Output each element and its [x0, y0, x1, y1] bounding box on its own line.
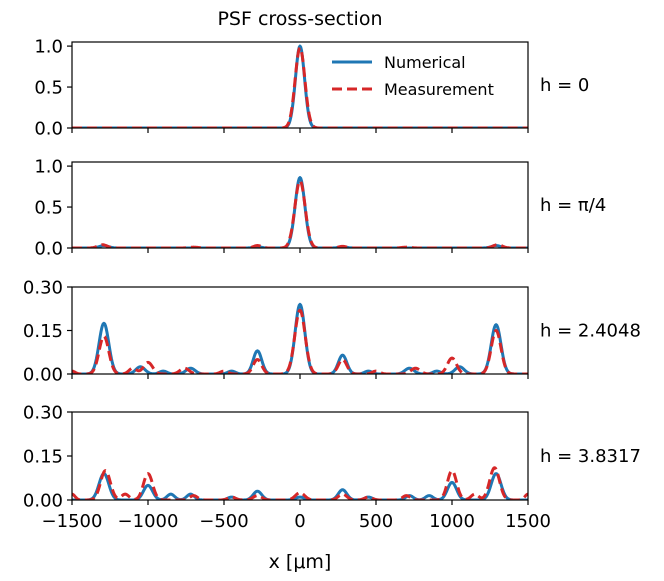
x-tick-label: 1000: [429, 511, 475, 532]
panel-4: 0.00 0.15 0.30 h = 3.8317: [23, 403, 641, 512]
series-numerical-line: [72, 472, 528, 500]
y-tick-label: 0.5: [34, 198, 63, 219]
legend: Numerical Measurement: [332, 53, 494, 99]
series-numerical-line: [72, 176, 528, 248]
y-tick-label: 0.30: [23, 278, 63, 299]
panel-3: 0.00 0.15 0.30 h = 2.4048: [23, 278, 641, 386]
series-measurement-line: [72, 466, 528, 500]
y-tick-label: 1.0: [34, 37, 63, 58]
y-tick-label: 0.00: [23, 491, 63, 512]
series-measurement-line: [72, 308, 528, 374]
panels: 0.00.51.0h = 00.00.51.0h = π/40.000.150.…: [23, 37, 641, 532]
y-tick-label: 0.5: [34, 78, 63, 99]
x-tick-label: −500: [199, 511, 248, 532]
panel-2: 0.0 0.5 1.0 h = π/4: [34, 157, 606, 260]
legend-label: Numerical: [384, 53, 466, 72]
series-numerical-line: [72, 44, 528, 128]
axes-frame: [71, 161, 529, 249]
panel-label: h = 2.4048: [540, 321, 641, 342]
y-tick-label: 0.0: [34, 239, 63, 260]
panel-label: h = 0: [540, 75, 589, 96]
x-tick-label: −1000: [118, 511, 179, 532]
y-tick-label: 0.0: [34, 119, 63, 140]
x-axis-label: x [μm]: [269, 551, 332, 573]
panel-1: 0.0 0.5 1.0 h = 0: [34, 37, 589, 140]
y-tick-label: 0.15: [23, 321, 63, 342]
series-measurement-line: [72, 179, 528, 248]
axes-frame: [71, 286, 529, 375]
y-tick-label: 0.15: [23, 447, 63, 468]
y-tick-label: 0.00: [23, 365, 63, 386]
axes-frame: [71, 411, 529, 501]
y-tick-label: 1.0: [34, 157, 63, 178]
x-tick-label: −1500: [42, 511, 103, 532]
panel-label: h = π/4: [540, 195, 606, 216]
x-tick-label: 0: [294, 511, 305, 532]
chart-title: PSF cross-section: [217, 8, 382, 30]
series-numerical-line: [72, 302, 528, 374]
x-tick-label: 500: [359, 511, 393, 532]
x-tick-label: 1500: [505, 511, 551, 532]
panel-label: h = 3.8317: [540, 446, 641, 467]
legend-label: Measurement: [384, 80, 494, 99]
y-tick-label: 0.30: [23, 403, 63, 424]
